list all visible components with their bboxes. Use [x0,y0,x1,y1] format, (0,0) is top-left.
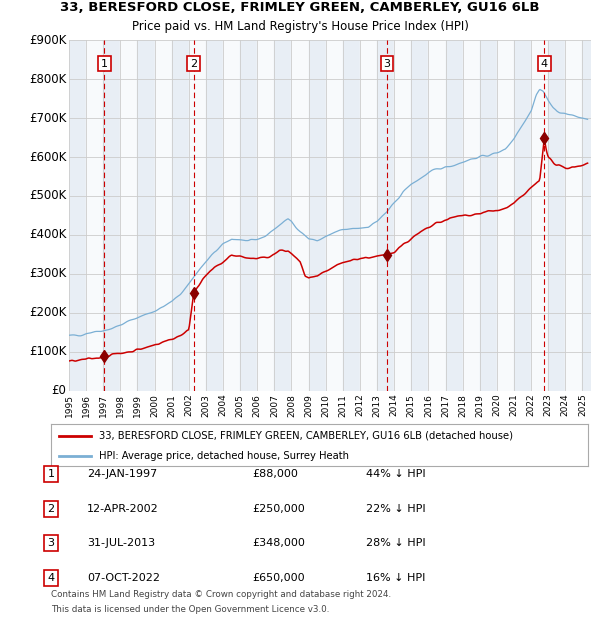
Bar [394,40,411,391]
Bar [326,40,343,391]
Bar [69,40,86,391]
Text: 2018: 2018 [458,394,467,417]
Text: 1999: 1999 [133,394,142,417]
Text: 2015: 2015 [407,394,416,417]
Text: 31-JUL-2013: 31-JUL-2013 [87,538,155,548]
Bar [257,40,274,391]
Text: Price paid vs. HM Land Registry's House Price Index (HPI): Price paid vs. HM Land Registry's House … [131,20,469,33]
Text: 1: 1 [101,59,108,69]
Text: 2016: 2016 [424,394,433,417]
Bar [531,40,548,391]
Text: 2024: 2024 [561,394,570,416]
Bar [172,40,189,391]
Text: 28% ↓ HPI: 28% ↓ HPI [366,538,425,548]
Text: 2020: 2020 [493,394,502,417]
Text: 33, BERESFORD CLOSE, FRIMLEY GREEN, CAMBERLEY, GU16 6LB: 33, BERESFORD CLOSE, FRIMLEY GREEN, CAMB… [60,1,540,14]
Text: 4: 4 [47,573,55,583]
Text: £348,000: £348,000 [252,538,305,548]
Text: 2007: 2007 [270,394,279,417]
Text: £400K: £400K [29,228,67,241]
Text: £300K: £300K [29,267,67,280]
Bar [137,40,155,391]
Bar [463,40,480,391]
Text: 2014: 2014 [389,394,398,417]
Text: 2: 2 [190,59,197,69]
Text: 2006: 2006 [253,394,262,417]
Text: £900K: £900K [29,34,67,46]
Text: £600K: £600K [29,151,67,164]
Bar [292,40,308,391]
Text: £100K: £100K [29,345,67,358]
Text: £650,000: £650,000 [252,573,305,583]
Text: 1997: 1997 [99,394,108,417]
Text: £700K: £700K [29,112,67,125]
Bar [360,40,377,391]
Bar [497,40,514,391]
Text: 2003: 2003 [202,394,211,417]
Bar [308,40,326,391]
Text: 33, BERESFORD CLOSE, FRIMLEY GREEN, CAMBERLEY, GU16 6LB (detached house): 33, BERESFORD CLOSE, FRIMLEY GREEN, CAMB… [100,431,514,441]
Text: This data is licensed under the Open Government Licence v3.0.: This data is licensed under the Open Gov… [51,604,329,614]
Text: 4: 4 [541,59,548,69]
Text: 2021: 2021 [509,394,518,417]
Text: 16% ↓ HPI: 16% ↓ HPI [366,573,425,583]
Bar [565,40,583,391]
Text: 1996: 1996 [82,394,91,417]
Text: 2002: 2002 [184,394,193,417]
Text: 2008: 2008 [287,394,296,417]
Text: £800K: £800K [29,73,67,86]
Text: 2010: 2010 [321,394,330,417]
Text: £88,000: £88,000 [252,469,298,479]
Text: 2011: 2011 [338,394,347,417]
Bar [206,40,223,391]
Bar [446,40,463,391]
Bar [343,40,360,391]
Text: 3: 3 [383,59,391,69]
Text: 1998: 1998 [116,394,125,417]
Bar [428,40,446,391]
Bar [103,40,121,391]
Text: 2: 2 [47,504,55,514]
Text: 2000: 2000 [150,394,159,417]
Bar [548,40,565,391]
Text: 1: 1 [47,469,55,479]
Bar [155,40,172,391]
Text: £250,000: £250,000 [252,504,305,514]
Text: £500K: £500K [29,190,67,203]
Text: 2017: 2017 [441,394,450,417]
Text: 1995: 1995 [65,394,74,417]
Text: 2019: 2019 [475,394,484,417]
Text: 2005: 2005 [236,394,245,417]
Bar [223,40,240,391]
Bar [121,40,137,391]
Text: 2001: 2001 [167,394,176,417]
Text: 3: 3 [47,538,55,548]
Bar [480,40,497,391]
Bar [377,40,394,391]
Text: 2013: 2013 [373,394,382,417]
Bar [514,40,531,391]
Text: 12-APR-2002: 12-APR-2002 [87,504,159,514]
Bar [583,40,599,391]
Text: £0: £0 [52,384,67,397]
Text: 07-OCT-2022: 07-OCT-2022 [87,573,160,583]
Text: 44% ↓ HPI: 44% ↓ HPI [366,469,425,479]
Text: 2009: 2009 [304,394,313,417]
Bar [240,40,257,391]
Bar [86,40,103,391]
Text: 2012: 2012 [355,394,364,417]
Text: 2025: 2025 [578,394,587,417]
Bar [274,40,292,391]
Text: 24-JAN-1997: 24-JAN-1997 [87,469,157,479]
Bar [411,40,428,391]
Text: 2023: 2023 [544,394,553,417]
Text: 22% ↓ HPI: 22% ↓ HPI [366,504,425,514]
Text: 2004: 2004 [218,394,227,417]
Text: Contains HM Land Registry data © Crown copyright and database right 2024.: Contains HM Land Registry data © Crown c… [51,590,391,600]
Text: 2022: 2022 [527,394,536,416]
Bar [189,40,206,391]
Text: HPI: Average price, detached house, Surrey Heath: HPI: Average price, detached house, Surr… [100,451,349,461]
Text: £200K: £200K [29,306,67,319]
